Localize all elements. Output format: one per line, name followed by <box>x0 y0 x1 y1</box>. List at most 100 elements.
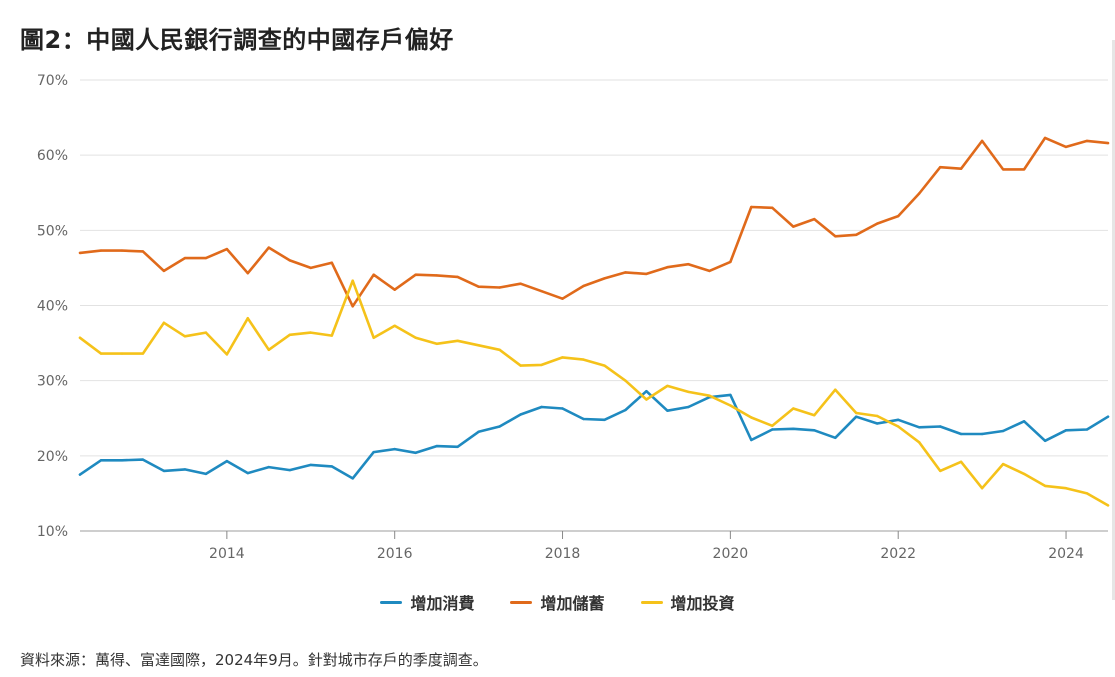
data-point-series-3 <box>204 331 208 334</box>
data-point-series-2 <box>351 305 354 308</box>
data-point-series-1 <box>959 432 963 436</box>
data-point-series-1 <box>351 477 354 480</box>
source-note: 資料來源：萬得、富達國際，2024年9月。針對城市存戶的季度調查。 <box>20 651 488 669</box>
data-point-series-1 <box>309 463 312 467</box>
data-point-series-2 <box>162 269 166 273</box>
data-point-series-1 <box>288 468 291 472</box>
data-point-series-1 <box>99 459 103 462</box>
line-chart: 10% 20% 30% 40% 50% 60% 70% 2014 2016 2018 2020 202… <box>37 73 1110 562</box>
legend-item-2: 增加儲蓄 <box>510 590 605 614</box>
data-point-series-3 <box>959 460 963 463</box>
data-point-series-2 <box>414 273 417 276</box>
data-point-series-3 <box>351 279 354 282</box>
data-point-series-1 <box>1022 420 1026 423</box>
data-point-series-1 <box>1043 439 1047 442</box>
data-point-series-3 <box>582 358 585 361</box>
data-point-series-2 <box>897 214 900 218</box>
data-point-series-1 <box>267 465 270 469</box>
data-point-series-2 <box>141 250 145 253</box>
data-point-series-2 <box>204 256 208 260</box>
y-tick-label: 50% <box>37 223 68 239</box>
data-point-series-3 <box>183 335 187 338</box>
data-point-series-1 <box>918 426 921 429</box>
legend-item-1: 增加消費 <box>380 590 474 614</box>
data-point-series-2 <box>477 285 480 288</box>
data-point-series-3 <box>918 441 921 444</box>
data-point-series-2 <box>1001 168 1005 171</box>
data-point-series-2 <box>1085 139 1089 143</box>
data-point-series-1 <box>813 429 816 432</box>
data-point-series-1 <box>330 465 333 468</box>
data-point-series-3 <box>78 336 82 339</box>
x-tick-label: 2024 <box>1048 546 1084 562</box>
data-point-series-3 <box>519 364 522 367</box>
data-point-series-2 <box>120 249 124 252</box>
data-point-series-2 <box>309 266 312 270</box>
data-point-series-3 <box>771 424 774 427</box>
data-point-series-1 <box>246 471 249 475</box>
data-point-series-3 <box>498 348 501 351</box>
data-point-series-3 <box>120 352 124 355</box>
data-point-series-2 <box>687 263 690 266</box>
data-point-series-2 <box>876 222 879 225</box>
legend-label: 增加儲蓄 <box>540 594 605 613</box>
data-point-series-1 <box>540 405 543 409</box>
data-point-series-1 <box>980 432 984 436</box>
scroll-edge <box>1112 40 1115 600</box>
data-point-series-3 <box>288 333 291 336</box>
data-point-series-1 <box>897 418 900 421</box>
data-point-series-3 <box>561 356 564 359</box>
series-line-1 <box>78 389 1110 480</box>
data-point-series-1 <box>183 468 187 471</box>
data-point-series-1 <box>666 409 669 412</box>
data-point-series-2 <box>980 139 984 143</box>
data-point-series-3 <box>750 416 753 419</box>
data-point-series-2 <box>330 261 333 264</box>
data-point-series-2 <box>959 167 963 170</box>
data-point-series-3 <box>855 411 858 415</box>
data-point-series-3 <box>246 317 249 320</box>
data-point-series-3 <box>834 388 837 391</box>
data-point-series-3 <box>897 425 900 428</box>
data-point-series-1 <box>561 407 564 410</box>
data-point-series-3 <box>1085 492 1089 495</box>
data-point-series-2 <box>603 277 606 280</box>
data-point-series-3 <box>225 353 229 356</box>
data-point-series-2 <box>1022 168 1026 171</box>
data-point-series-1 <box>582 417 585 421</box>
data-point-series-2 <box>99 249 103 252</box>
data-point-series-1 <box>225 459 229 463</box>
data-point-series-3 <box>141 352 145 355</box>
data-point-series-3 <box>372 336 375 339</box>
x-tick-label: 2020 <box>713 546 749 562</box>
data-point-series-1 <box>435 444 438 448</box>
data-point-series-2 <box>624 271 627 274</box>
data-point-series-2 <box>939 166 942 169</box>
series-line-2 <box>78 136 1110 308</box>
data-point-series-1 <box>750 438 753 442</box>
y-tick-label: 30% <box>37 374 68 390</box>
data-point-series-1 <box>939 425 942 428</box>
data-point-series-1 <box>393 447 396 451</box>
data-point-series-2 <box>666 266 669 269</box>
data-point-series-1 <box>645 390 648 393</box>
data-point-series-3 <box>330 334 333 337</box>
series-line-3 <box>78 279 1110 507</box>
data-point-series-2 <box>498 286 501 289</box>
data-point-series-1 <box>414 451 417 454</box>
y-tick-label: 10% <box>37 524 68 540</box>
data-point-series-3 <box>729 404 732 407</box>
data-point-series-3 <box>1064 487 1068 490</box>
data-point-series-3 <box>267 348 270 351</box>
data-point-series-2 <box>792 225 795 228</box>
data-point-series-3 <box>666 384 669 388</box>
data-point-series-1 <box>624 408 627 412</box>
x-tick-label: 2014 <box>209 546 245 562</box>
y-tick-label: 20% <box>37 449 68 465</box>
data-point-series-3 <box>1001 462 1005 466</box>
data-point-series-1 <box>372 450 375 454</box>
data-point-series-3 <box>1022 472 1026 476</box>
data-point-series-3 <box>393 324 396 327</box>
data-point-series-3 <box>1043 484 1047 488</box>
data-point-series-1 <box>456 445 459 448</box>
